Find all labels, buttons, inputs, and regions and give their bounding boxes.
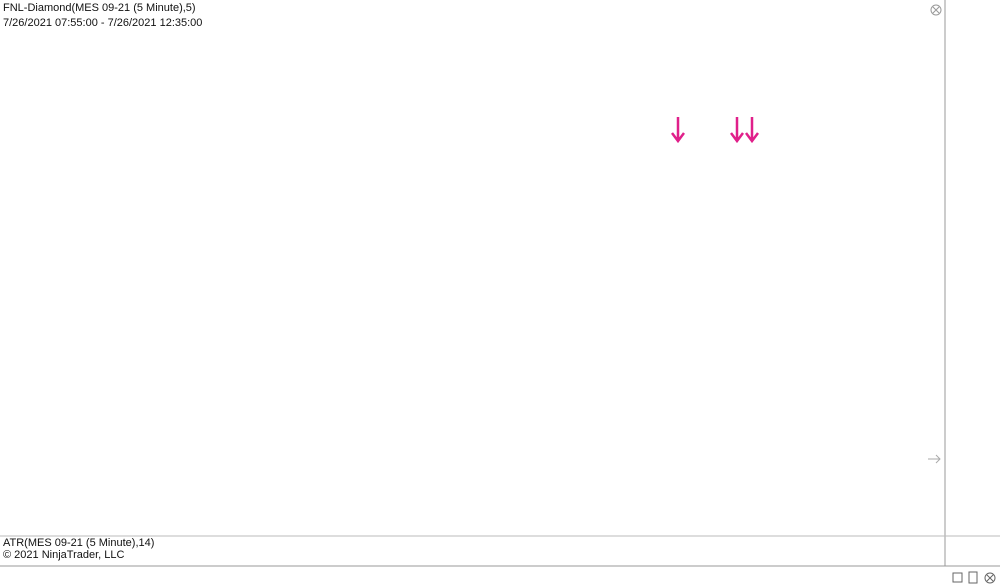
close-circle[interactable] <box>930 4 942 16</box>
atr-title: ATR(MES 09-21 (5 Minute),14) <box>3 537 154 549</box>
chart-title: FNL-Diamond(MES 09-21 (5 Minute),5) <box>3 2 196 14</box>
arrows <box>671 117 759 144</box>
arrow <box>671 117 685 144</box>
chart-subtitle: 7/26/2021 07:55:00 - 7/26/2021 12:35:00 <box>3 17 202 29</box>
icon-copy[interactable] <box>952 572 963 583</box>
arrow <box>745 117 759 144</box>
toolbar-icons[interactable] <box>952 571 996 584</box>
icon-clipboard[interactable] <box>968 571 978 584</box>
scroll-arrow[interactable] <box>928 454 941 464</box>
close-cross[interactable] <box>932 6 940 14</box>
icon-close-cross[interactable] <box>986 574 994 582</box>
arrow <box>730 117 744 144</box>
close-icon[interactable] <box>930 4 942 16</box>
icon-close[interactable] <box>984 572 996 584</box>
copyright: © 2021 NinjaTrader, LLC <box>3 549 124 561</box>
